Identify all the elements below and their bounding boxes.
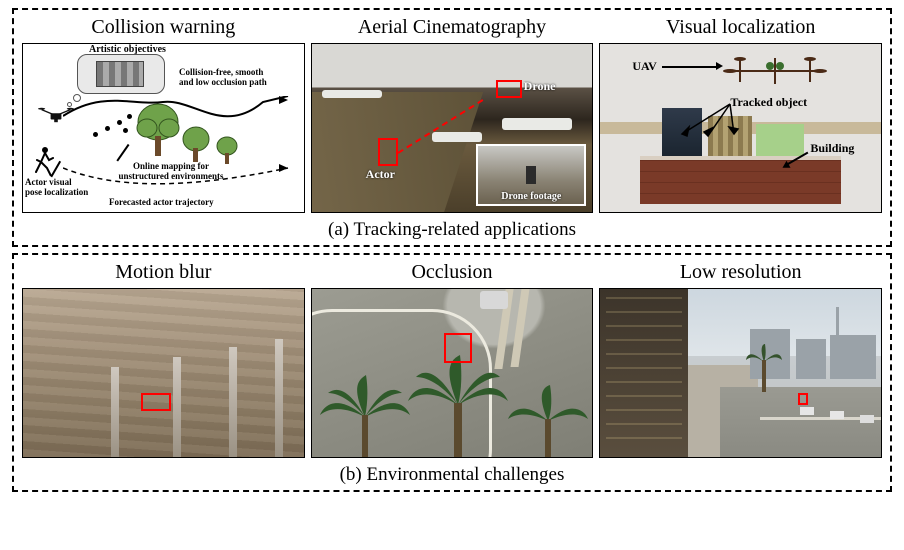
aerial-scene: Actor Drone Drone footage (311, 43, 594, 213)
label-actorpose: Actor visualpose localization (25, 178, 95, 198)
blur-pole (275, 339, 283, 457)
panel-visual-localization: Visual localization UAV Tracked object (599, 16, 882, 213)
blur-pole (173, 357, 181, 457)
car (830, 411, 844, 419)
actor-redbox (378, 138, 398, 166)
palm-tree-icon (408, 355, 508, 458)
label-building: Building (810, 142, 854, 155)
brick-building (640, 156, 841, 204)
visual-localization-scene: UAV Tracked object Building (599, 43, 882, 213)
tracked-box (756, 124, 804, 156)
occlusion-scene (311, 288, 594, 458)
panel-collision-warning: Collision warning Artistic objectives (22, 16, 305, 213)
label-drone: Drone (524, 80, 556, 93)
panel-title: Aerial Cinematography (358, 16, 546, 39)
label-uav: UAV (632, 60, 656, 73)
vehicle (480, 291, 508, 309)
collision-warning-diagram: Artistic objectives (22, 43, 305, 213)
panel-title: Motion blur (115, 261, 211, 284)
far-building (796, 339, 826, 379)
blur-pole (111, 367, 119, 457)
palm-tree-icon (746, 344, 782, 397)
panel-title: Collision warning (91, 16, 235, 39)
section-a-box: Collision warning Artistic objectives (12, 8, 892, 247)
panel-title: Occlusion (411, 261, 492, 284)
arrow (662, 66, 716, 68)
panel-occlusion: Occlusion (311, 261, 594, 458)
target-redbox (444, 333, 472, 363)
label-actor: Actor (366, 168, 395, 181)
label-onlinemap: Online mapping forunstructured environme… (101, 162, 241, 182)
section-b-row: Motion blur Occlusion (22, 261, 882, 458)
thought-bubble (77, 54, 165, 94)
panel-title: Visual localization (666, 16, 815, 39)
inset-caption: Drone footage (478, 191, 584, 202)
motion-blur-scene (22, 288, 305, 458)
section-a-row: Collision warning Artistic objectives (22, 16, 882, 213)
section-b-box: Motion blur Occlusion (12, 253, 892, 492)
section-a-caption: (a) Tracking-related applications (22, 219, 882, 241)
arrow-head-icon (716, 62, 723, 70)
target-redbox (141, 393, 171, 411)
tower (836, 307, 839, 337)
drone-footage-inset: Drone footage (476, 144, 586, 206)
palm-tree-icon (508, 385, 588, 458)
target-redbox (798, 393, 808, 405)
panel-title: Low resolution (680, 261, 802, 284)
blur-pole (229, 347, 237, 457)
tracked-arrows (674, 100, 744, 148)
low-resolution-scene (599, 288, 882, 458)
label-forecast: Forecasted actor trajectory (109, 198, 214, 208)
panel-motion-blur: Motion blur (22, 261, 305, 458)
foreground-building (600, 289, 688, 457)
panel-aerial-cinematography: Aerial Cinematography Actor Drone Drone … (311, 16, 594, 213)
car (800, 407, 814, 415)
uav-icon (720, 54, 830, 88)
label-collisionfree: Collision-free, smoothand low occlusion … (179, 68, 289, 88)
panel-low-resolution: Low resolution (599, 261, 882, 458)
snow (432, 132, 482, 142)
section-b-caption: (b) Environmental challenges (22, 464, 882, 486)
palm-tree-icon (320, 375, 410, 458)
far-building (830, 335, 876, 379)
car (860, 415, 874, 423)
snow (322, 90, 382, 98)
inset-figure (526, 166, 536, 184)
snow (502, 118, 572, 130)
drone-redbox (496, 80, 522, 98)
